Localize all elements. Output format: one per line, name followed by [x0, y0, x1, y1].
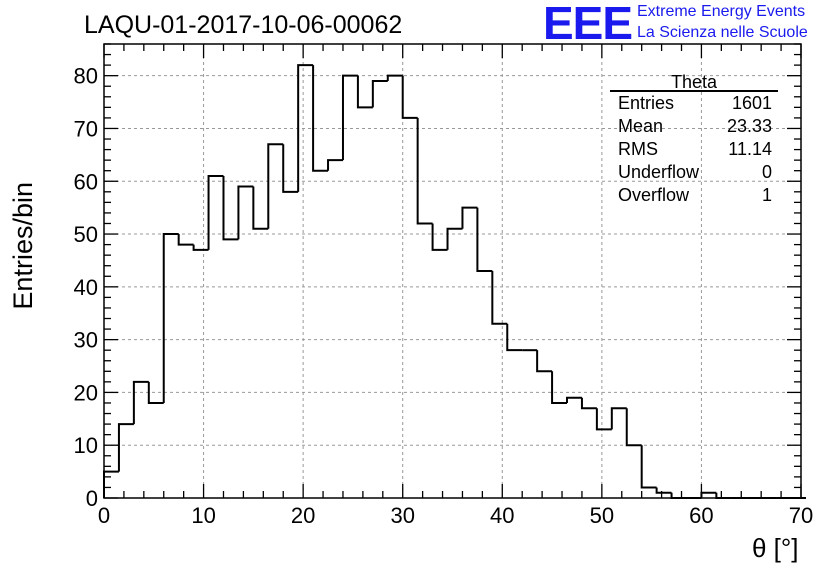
x-tick-label: 50 — [590, 503, 614, 528]
histogram-bin — [312, 65, 329, 172]
histogram-bin — [192, 244, 209, 251]
stat-row-overflow: Overflow 1 — [618, 185, 772, 208]
x-tick-label: 10 — [191, 503, 215, 528]
histogram-bin — [222, 175, 239, 241]
histogram-bin — [715, 492, 732, 499]
histogram-bin — [670, 492, 687, 499]
stat-value: 1601 — [731, 93, 772, 113]
histogram-bin — [625, 408, 642, 447]
histogram-bin — [327, 159, 343, 171]
histogram-bin — [536, 350, 553, 373]
y-tick-label: 20 — [74, 380, 98, 405]
histogram-bin — [386, 74, 403, 81]
x-tick-label: 40 — [490, 503, 514, 528]
stat-value: 1 — [761, 185, 772, 205]
x-tick-label: 20 — [291, 503, 315, 528]
histogram-bin — [282, 144, 299, 193]
histogram-bin — [341, 74, 358, 161]
stat-value: 23.33 — [726, 116, 772, 136]
histogram-bin — [267, 143, 284, 229]
stat-label: Underflow — [618, 162, 700, 182]
histogram-bin — [446, 227, 463, 250]
y-axis-label: Entries/bin — [8, 182, 38, 310]
y-tick-label: 80 — [74, 64, 98, 89]
y-tick-label: 60 — [74, 169, 98, 194]
histogram-bin — [610, 407, 627, 430]
chart-title: LAQU-01-2017-10-06-00062 — [84, 11, 403, 39]
plot-frame — [103, 43, 802, 499]
histogram-bin — [700, 491, 717, 498]
y-tick-label: 30 — [74, 328, 98, 353]
x-tick-label: 30 — [390, 503, 414, 528]
histogram-bin — [371, 79, 388, 108]
histogram-bin — [147, 381, 164, 404]
stat-row-mean: Mean 23.33 — [618, 116, 772, 139]
stat-label: Entries — [618, 93, 675, 113]
histogram-bin — [476, 207, 493, 272]
histogram-bin — [177, 234, 194, 246]
logo-line-1: Extreme Energy Events — [637, 3, 806, 20]
stat-row-rms: RMS 11.14 — [618, 139, 772, 162]
y-tick-label: 70 — [74, 116, 98, 141]
histogram-bin — [252, 186, 269, 230]
histogram-bin — [103, 470, 119, 498]
histogram-bin — [595, 408, 612, 431]
stats-title: Theta — [670, 72, 718, 92]
histogram-bin — [401, 75, 418, 119]
stat-label: Mean — [618, 116, 664, 136]
histogram-bin — [297, 64, 314, 192]
histogram-bin — [162, 233, 179, 403]
histogram-bin — [580, 397, 597, 410]
stat-label: RMS — [618, 139, 658, 159]
x-axis-label: θ [°] — [752, 533, 799, 563]
y-tick-label: 0 — [86, 486, 98, 511]
stat-label: Overflow — [618, 185, 690, 205]
y-tick-label: 50 — [74, 222, 98, 247]
y-tick-label: 10 — [74, 433, 98, 458]
eee-logo: EEE — [543, 0, 633, 49]
histogram-bin — [461, 206, 478, 229]
histogram-bin — [491, 271, 508, 325]
histogram-bin — [117, 423, 134, 472]
histogram-bin — [640, 445, 657, 489]
histogram-bin — [237, 185, 254, 240]
stat-row-entries: Entries 1601 — [618, 93, 772, 116]
stat-value: 11.14 — [728, 139, 772, 159]
histogram-bin — [655, 487, 672, 494]
histogram-bin — [207, 174, 224, 250]
histogram-bin — [132, 380, 149, 425]
stats-divider — [610, 90, 778, 92]
histogram-bin — [431, 223, 448, 251]
stat-row-underflow: Underflow 0 — [618, 162, 772, 185]
stat-value: 0 — [761, 162, 772, 182]
logo-line-2: La Scienza nelle Scuole — [637, 24, 808, 41]
histogram-bin — [506, 323, 523, 352]
x-tick-label: 70 — [789, 503, 813, 528]
y-tick-label: 40 — [74, 275, 98, 300]
x-tick-label: 60 — [689, 503, 713, 528]
histogram-bin — [566, 396, 582, 403]
histogram-bin — [356, 75, 373, 109]
x-tick-label: 0 — [98, 503, 110, 528]
stats-box: Theta Entries 1601 Mean 23.33 RMS 11.14 … — [610, 72, 778, 208]
histogram-bin — [416, 117, 433, 225]
histogram-bin — [551, 371, 568, 404]
